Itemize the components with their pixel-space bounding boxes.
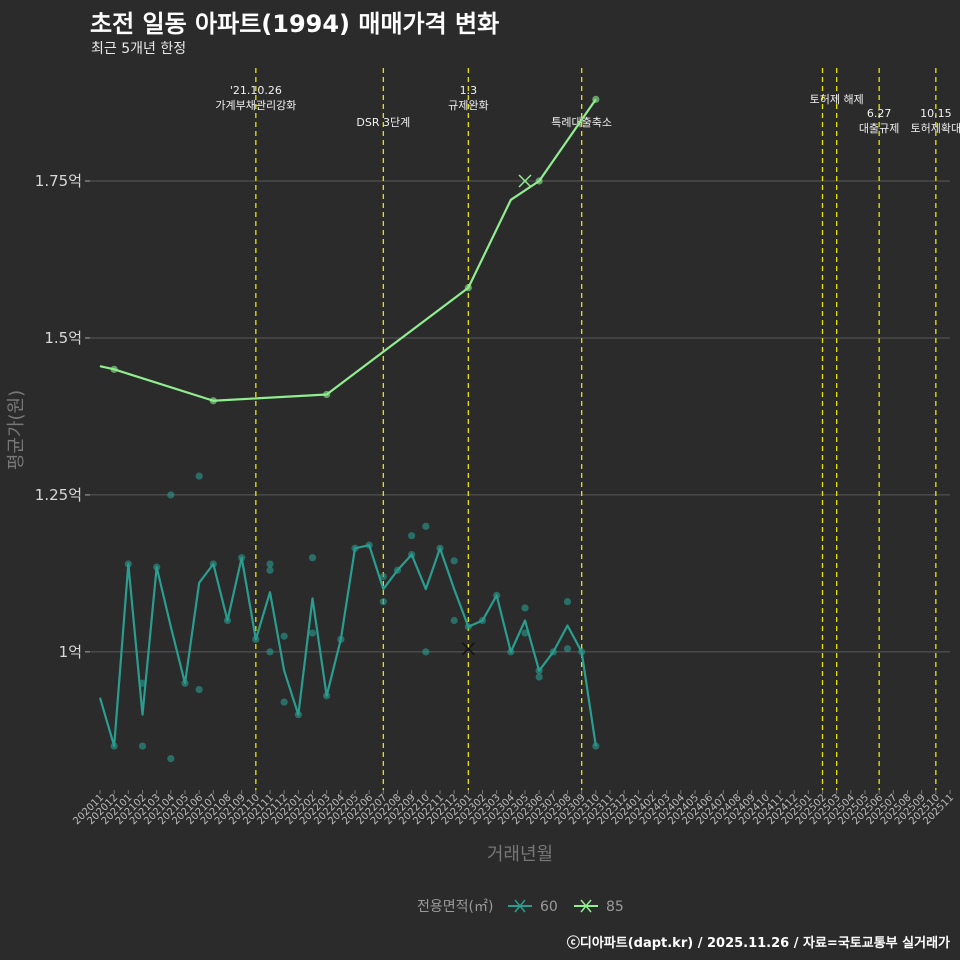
data-point-60 bbox=[167, 491, 175, 499]
event-label: 가계부채관리강화 bbox=[215, 99, 296, 112]
event-label: DSR 3단계 bbox=[356, 116, 410, 129]
event-label: 규제완화 bbox=[448, 99, 488, 112]
legend-label-60: 60 bbox=[540, 899, 558, 915]
y-tick-label: 1.75억 bbox=[35, 172, 82, 190]
event-label: 토허제확대 bbox=[911, 122, 960, 135]
data-point-60 bbox=[578, 648, 586, 656]
series-line-60 bbox=[98, 544, 597, 748]
x-marker-85 bbox=[518, 174, 532, 188]
data-point-85 bbox=[110, 365, 118, 373]
event-label: 6.27 bbox=[867, 107, 892, 120]
data-point-60 bbox=[379, 572, 387, 581]
data-point-60 bbox=[195, 685, 203, 694]
data-point-60 bbox=[110, 742, 118, 750]
data-point-60 bbox=[223, 616, 232, 625]
data-point-60 bbox=[280, 698, 288, 706]
event-label: 10.15 bbox=[920, 107, 952, 120]
event-label: 특례대출축소 bbox=[551, 116, 612, 129]
data-point-60 bbox=[209, 560, 217, 568]
y-axis-title: 평균가(원) bbox=[6, 390, 27, 470]
data-point-60 bbox=[563, 598, 572, 606]
data-point-60 bbox=[450, 616, 458, 625]
data-point-60 bbox=[308, 554, 317, 562]
data-point-60 bbox=[124, 560, 132, 568]
data-point-60 bbox=[266, 566, 274, 574]
series-line-85 bbox=[99, 98, 597, 402]
x-axis-title: 거래년월 bbox=[487, 844, 553, 865]
data-point-60 bbox=[167, 755, 175, 763]
legend-cross-60 bbox=[514, 899, 526, 913]
source-footer: ⓒ디아파트(dapt.kr) / 2025.11.26 / 자료=국토교통부 실… bbox=[566, 936, 950, 951]
data-point-60 bbox=[181, 679, 189, 687]
data-point-60 bbox=[507, 648, 515, 656]
data-point-60 bbox=[365, 541, 373, 549]
data-point-60 bbox=[266, 648, 274, 656]
data-point-60 bbox=[563, 645, 572, 653]
data-point-85 bbox=[323, 390, 331, 399]
data-point-60 bbox=[464, 623, 472, 631]
data-point-60 bbox=[422, 648, 430, 656]
data-point-60 bbox=[408, 550, 416, 559]
data-point-60 bbox=[422, 522, 430, 530]
data-point-60 bbox=[535, 673, 543, 681]
data-point-60 bbox=[153, 563, 161, 571]
event-label: 대출규제 bbox=[859, 122, 899, 135]
event-label: 토허제 해제 bbox=[810, 92, 864, 106]
data-point-85 bbox=[535, 177, 543, 185]
legend-title: 전용면적(㎡) bbox=[417, 899, 493, 915]
data-point-85 bbox=[209, 397, 217, 405]
data-point-60 bbox=[393, 566, 402, 574]
y-tick-label: 1.5억 bbox=[44, 329, 82, 347]
data-point-60 bbox=[379, 598, 387, 606]
chart-subtitle: 최근 5개년 한정 bbox=[91, 41, 187, 57]
data-point-60 bbox=[549, 648, 557, 656]
data-point-60 bbox=[535, 667, 543, 675]
x-marker-60 bbox=[461, 642, 475, 656]
data-point-60 bbox=[308, 629, 317, 637]
data-point-60 bbox=[337, 635, 345, 643]
data-point-60 bbox=[323, 692, 331, 700]
event-label: '21.10.26 bbox=[230, 84, 282, 97]
data-point-60 bbox=[351, 544, 359, 552]
data-point-60 bbox=[294, 711, 302, 719]
data-point-60 bbox=[238, 554, 246, 562]
data-point-60 bbox=[592, 742, 600, 750]
y-tick-label: 1억 bbox=[59, 643, 82, 661]
legend-cross-85 bbox=[580, 899, 592, 913]
legend-label-85: 85 bbox=[606, 899, 624, 915]
data-point-60 bbox=[450, 557, 458, 565]
data-point-60 bbox=[266, 560, 274, 568]
data-point-60 bbox=[138, 742, 147, 750]
data-point-60 bbox=[138, 679, 147, 687]
data-point-85 bbox=[592, 95, 600, 103]
chart-title: 초전 일동 아파트(1994) 매매가격 변화 bbox=[90, 10, 500, 38]
data-point-60 bbox=[521, 604, 529, 612]
data-point-85 bbox=[464, 284, 472, 292]
data-point-60 bbox=[478, 616, 487, 625]
data-point-60 bbox=[195, 472, 203, 480]
y-tick-label: 1.25억 bbox=[35, 486, 82, 504]
data-point-60 bbox=[408, 532, 416, 540]
data-point-60 bbox=[493, 591, 501, 599]
data-point-60 bbox=[280, 632, 288, 640]
data-point-60 bbox=[436, 544, 444, 552]
data-point-60 bbox=[252, 635, 260, 643]
event-label: 1.3 bbox=[460, 84, 478, 97]
data-point-60 bbox=[521, 629, 529, 637]
